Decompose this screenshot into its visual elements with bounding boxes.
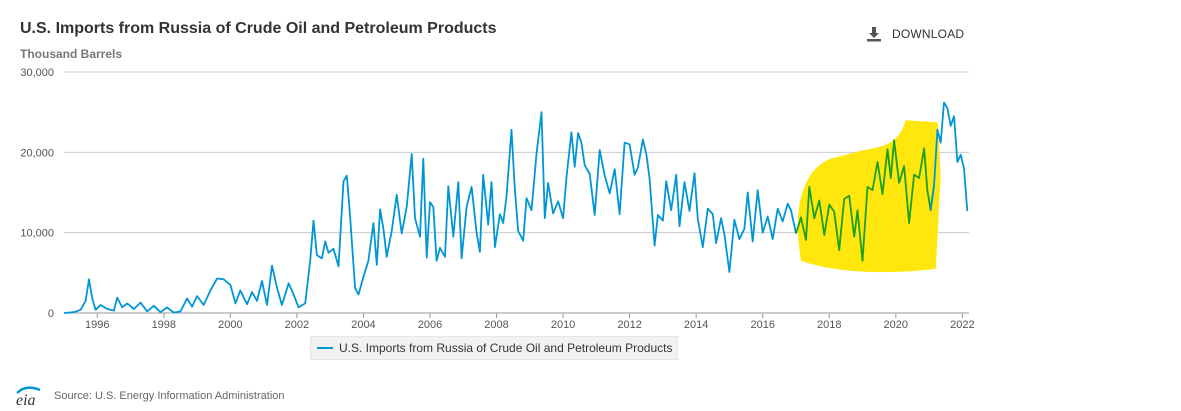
footer: eia Source: U.S. Energy Information Admi… [14, 384, 285, 408]
series-line-highlighted [795, 139, 935, 262]
x-tick-label: 1996 [85, 319, 109, 331]
download-icon [867, 27, 881, 42]
series-lines [63, 101, 969, 314]
x-tick-label: 2010 [551, 319, 575, 331]
chart-units: Thousand Barrels [20, 47, 123, 61]
download-label: DOWNLOAD [892, 27, 965, 41]
y-axis: 0 10,000 20,000 30,000 [20, 67, 54, 320]
x-tick-label: 2008 [484, 319, 508, 331]
y-tick-label: 20,000 [20, 147, 54, 159]
line-chart: 0 10,000 20,000 30,000 1996 1998 2000 2002 2004… [20, 67, 975, 331]
x-tick-label: 2016 [750, 319, 774, 331]
x-tick-label: 2000 [218, 319, 242, 331]
y-tick-label: 0 [48, 308, 54, 320]
x-tick-label: 2014 [684, 319, 708, 331]
x-tick-label: 2020 [884, 319, 908, 331]
series-line [929, 101, 969, 212]
x-tick-label: 2018 [817, 319, 841, 331]
download-button[interactable]: DOWNLOAD [866, 24, 964, 44]
chart-title: U.S. Imports from Russia of Crude Oil an… [20, 20, 497, 37]
x-tick-label: 2002 [285, 319, 309, 331]
grid-lines [64, 71, 969, 314]
legend-item[interactable]: U.S. Imports from Russia of Crude Oil an… [310, 336, 678, 360]
legend-swatch [317, 347, 333, 349]
x-tick-label: 2004 [351, 319, 375, 331]
legend-label: U.S. Imports from Russia of Crude Oil an… [339, 341, 673, 355]
svg-text:eia: eia [16, 392, 36, 408]
series-line [63, 111, 797, 314]
x-tick-label: 2012 [617, 319, 641, 331]
x-tick-label: 2022 [950, 319, 974, 331]
highlight-area [797, 120, 941, 273]
eia-logo: eia [16, 386, 41, 408]
x-tick-label: 1998 [152, 319, 176, 331]
y-tick-label: 10,000 [20, 228, 54, 240]
x-tick-label: 2006 [418, 319, 442, 331]
source-note: Source: U.S. Energy Information Administ… [54, 390, 285, 402]
highlight-scribble [797, 120, 941, 273]
x-axis: 1996 1998 2000 2002 2004 2006 2008 2010 2012 2014… [85, 313, 975, 331]
y-tick-label: 30,000 [20, 67, 54, 79]
